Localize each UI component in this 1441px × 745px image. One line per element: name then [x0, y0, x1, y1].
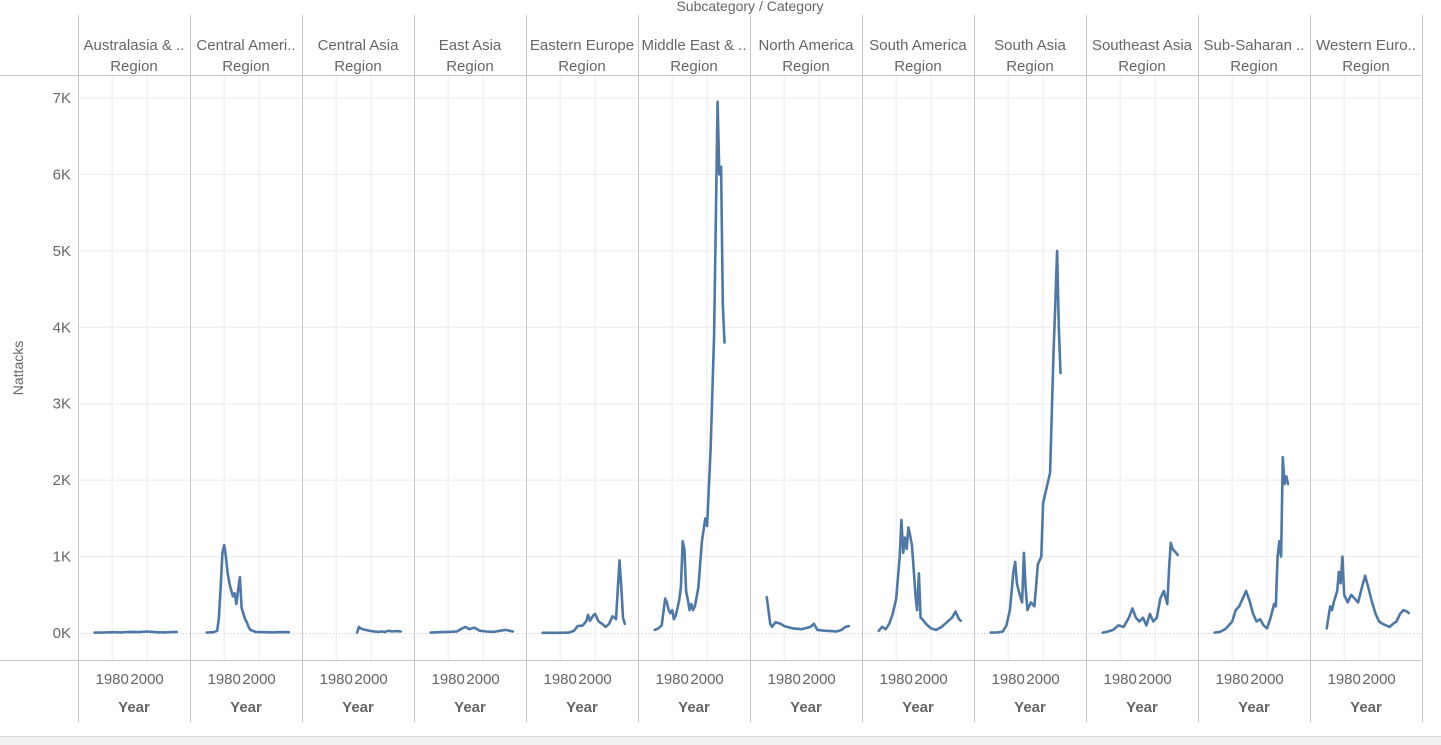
x-tick-label: 1980 [655, 671, 688, 688]
y-axis: 0K 1K 2K 3K 4K 5K 6K 7K [53, 90, 71, 642]
panel-header-name: Central Ameri.. [196, 37, 295, 54]
y-tick-label: 1K [53, 549, 71, 566]
panel-header-name: South Asia [994, 37, 1066, 54]
x-tick-label: 2000 [466, 671, 499, 688]
panel-header-name: North America [758, 37, 854, 54]
panel-header-sublabel: Region [894, 58, 942, 75]
x-tick-label: 1980 [319, 671, 352, 688]
x-tick-label: 2000 [1026, 671, 1059, 688]
panel-header-sublabel: Region [670, 58, 718, 75]
panel-header-sublabel: Region [446, 58, 494, 75]
panel-header-sublabel: Region [1006, 58, 1054, 75]
panel-header-sublabel: Region [782, 58, 830, 75]
y-tick-label: 4K [53, 319, 71, 336]
y-tick-label: 2K [53, 472, 71, 489]
x-tick-label: 1980 [431, 671, 464, 688]
x-tick-label: 2000 [802, 671, 835, 688]
panel-headers: Australasia & .. Region Central Ameri.. Reg… [84, 37, 1416, 75]
panel-header-sublabel: Region [558, 58, 606, 75]
series-line-8 [989, 249, 1062, 634]
x-axis-title: Year [902, 699, 934, 716]
y-tick-label: 5K [53, 243, 71, 260]
series-line-10 [1213, 455, 1290, 634]
scrollbar-track[interactable] [0, 736, 1441, 745]
panel-header-sublabel: Region [222, 58, 270, 75]
series-line-0 [93, 630, 179, 634]
x-tick-label: 2000 [354, 671, 387, 688]
x-tick-label: 1980 [207, 671, 240, 688]
series-line-4 [541, 559, 627, 635]
chart-title: Subcategory / Category [676, 0, 823, 14]
x-axis-title: Year [1350, 699, 1382, 716]
x-tick-label: 1980 [879, 671, 912, 688]
x-axis-title: Year [678, 699, 710, 716]
panel-header-name: Western Euro.. [1316, 37, 1416, 54]
frame-layer [0, 15, 1423, 722]
panel-header-sublabel: Region [1342, 58, 1390, 75]
x-axis-title: Year [1014, 699, 1046, 716]
series-line-3 [429, 625, 515, 634]
series-line-9 [1101, 541, 1180, 634]
x-tick-label: 1980 [1215, 671, 1248, 688]
x-tick-label: 2000 [1250, 671, 1283, 688]
series-line-2 [355, 625, 403, 634]
x-axis-title: Year [1126, 699, 1158, 716]
x-tick-label: 1980 [1327, 671, 1360, 688]
series-line-6 [765, 595, 851, 633]
panel-header-sublabel: Region [1118, 58, 1166, 75]
x-axis-title: Year [118, 699, 150, 716]
y-tick-label: 6K [53, 166, 71, 183]
x-tick-label: 2000 [1138, 671, 1171, 688]
y-tick-label: 7K [53, 90, 71, 107]
y-axis-label: Nattacks [10, 341, 26, 395]
x-tick-label: 1980 [543, 671, 576, 688]
x-tick-label: 1980 [991, 671, 1024, 688]
x-axis-title: Year [230, 699, 262, 716]
y-tick-label: 0K [53, 625, 71, 642]
panel-header-name: Sub-Saharan .. [1204, 37, 1305, 54]
panel-header-sublabel: Region [110, 58, 158, 75]
series-line-11 [1325, 555, 1411, 630]
panel-header-name: Central Asia [318, 37, 400, 54]
x-axis-title: Year [566, 699, 598, 716]
x-tick-label: 1980 [767, 671, 800, 688]
panel-header-sublabel: Region [1230, 58, 1278, 75]
x-axis-title: Year [1238, 699, 1270, 716]
panel-header-name: South America [869, 37, 967, 54]
x-tick-label: 2000 [130, 671, 163, 688]
x-tick-label: 2000 [1362, 671, 1395, 688]
x-tick-label: 1980 [1103, 671, 1136, 688]
panel-header-name: East Asia [439, 37, 502, 54]
x-tick-label: 2000 [242, 671, 275, 688]
x-axis-title: Year [454, 699, 486, 716]
x-tick-label: 2000 [914, 671, 947, 688]
panel-header-name: Southeast Asia [1092, 37, 1193, 54]
series-line-1 [205, 543, 291, 634]
series-line-5 [653, 100, 726, 632]
panel-header-name: Australasia & .. [84, 37, 185, 54]
series-layer [93, 100, 1411, 635]
x-tick-label: 2000 [690, 671, 723, 688]
y-tick-label: 3K [53, 396, 71, 413]
grid-layer [78, 75, 1421, 660]
x-axis-title: Year [342, 699, 374, 716]
panel-header-sublabel: Region [334, 58, 382, 75]
panel-header-name: Eastern Europe [530, 37, 634, 54]
x-tick-label: 2000 [578, 671, 611, 688]
series-line-7 [877, 518, 963, 632]
x-axis-title: Year [790, 699, 822, 716]
panel-header-name: Middle East & .. [641, 37, 746, 54]
x-tick-label: 1980 [95, 671, 128, 688]
